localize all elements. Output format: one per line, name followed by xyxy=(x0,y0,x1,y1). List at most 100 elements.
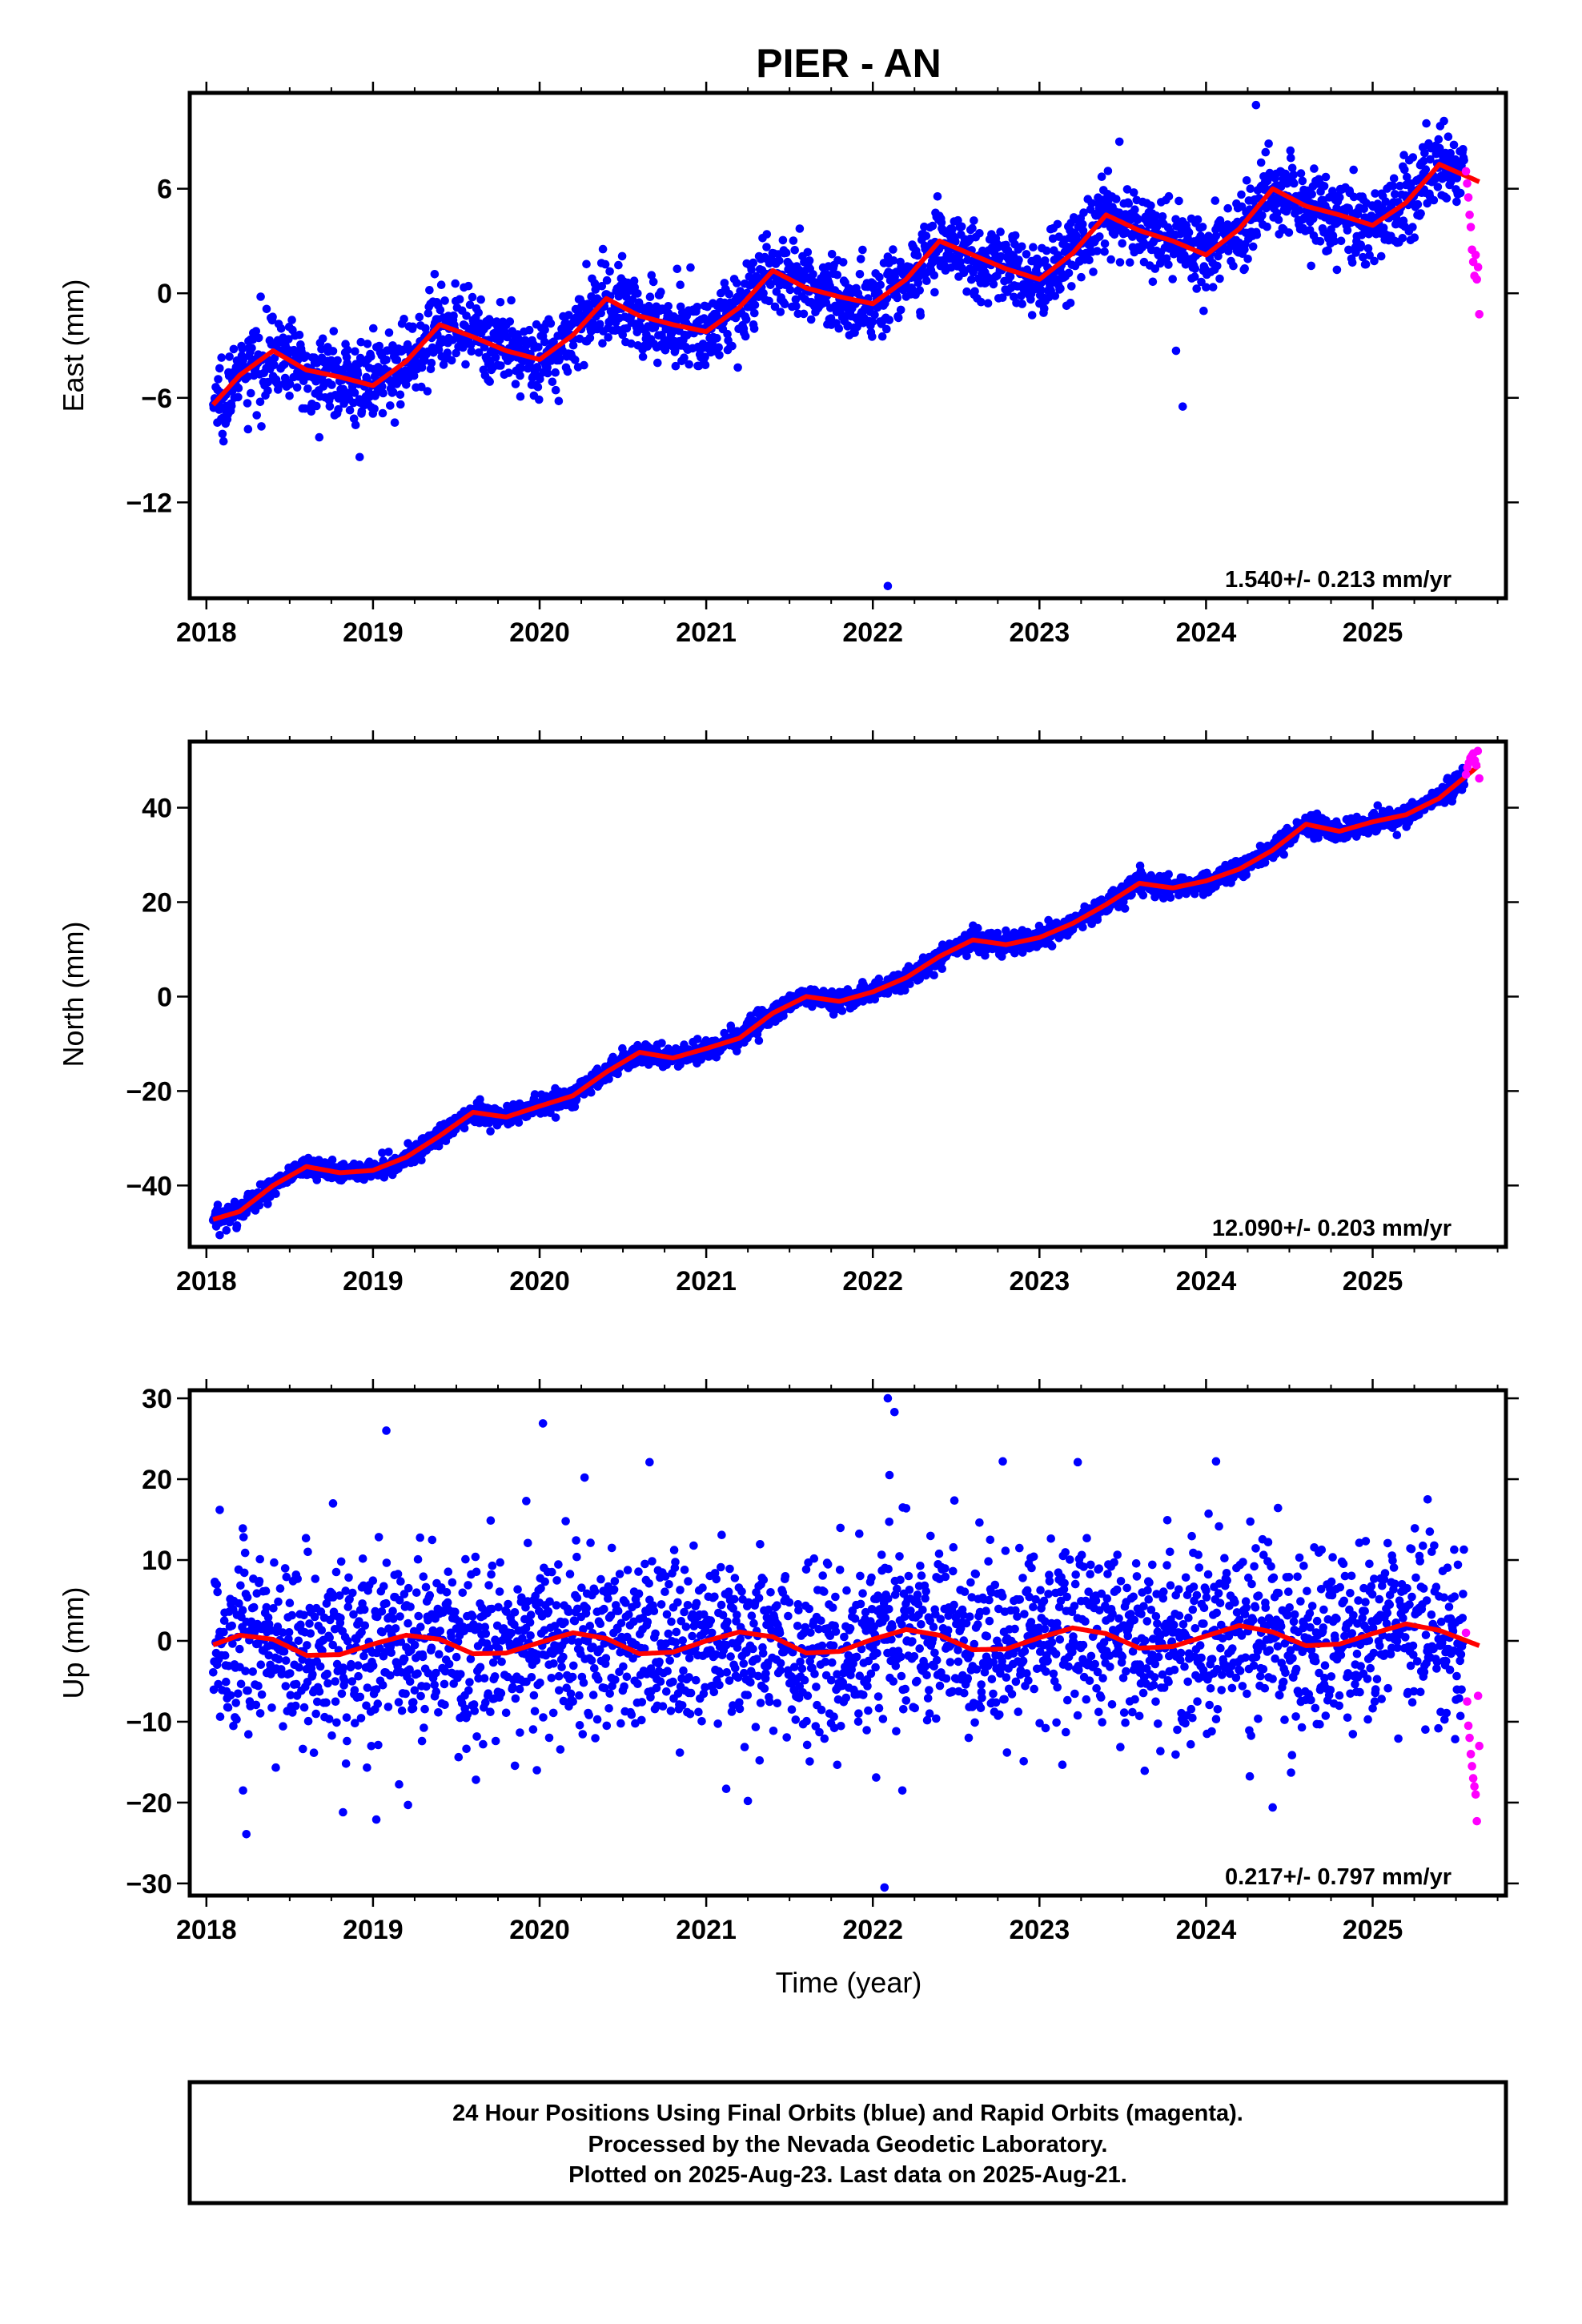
y-axis-label: North (mm) xyxy=(57,922,90,1068)
final-orbit-point xyxy=(1347,258,1357,267)
final-orbit-point xyxy=(741,315,751,324)
final-orbit-point xyxy=(1400,165,1409,175)
final-orbit-point xyxy=(1279,850,1288,859)
final-orbit-point xyxy=(263,1200,272,1208)
final-orbit-point xyxy=(1344,245,1353,255)
x-tick-label: 2022 xyxy=(842,1266,903,1297)
final-orbit-point xyxy=(1246,184,1255,193)
final-orbit-point xyxy=(355,353,365,363)
rate-label: 1.540+/- 0.213 mm/yr xyxy=(1225,567,1452,593)
final-orbit-point xyxy=(780,300,789,309)
final-orbit-point xyxy=(1018,242,1026,251)
final-orbit-point xyxy=(809,270,817,279)
final-orbit-point xyxy=(1191,272,1199,282)
final-orbit-point xyxy=(345,405,355,415)
final-orbit-point xyxy=(1050,292,1060,300)
final-orbit-point xyxy=(1422,119,1431,128)
final-orbit-point xyxy=(285,380,295,389)
final-orbit-point xyxy=(417,1156,426,1164)
y-tick-label: 20 xyxy=(142,888,172,919)
final-orbit-point xyxy=(571,356,580,364)
final-orbit-point xyxy=(762,243,771,251)
final-orbit-point xyxy=(627,339,636,348)
final-orbit-point xyxy=(421,324,430,333)
x-tick-label: 2025 xyxy=(1343,617,1403,648)
final-orbit-point xyxy=(614,260,623,270)
final-orbit-point xyxy=(806,315,816,324)
final-orbit-point xyxy=(1093,915,1102,924)
final-orbit-point xyxy=(676,1060,685,1069)
final-orbit-point xyxy=(217,353,227,362)
final-orbit-point xyxy=(1452,197,1461,207)
final-orbit-point xyxy=(1252,230,1262,239)
x-tick-label: 2021 xyxy=(676,617,737,648)
final-orbit-point xyxy=(353,369,363,379)
final-orbit-point xyxy=(423,387,432,396)
final-orbit-point xyxy=(1077,272,1086,282)
final-orbit-point xyxy=(1040,256,1050,265)
rapid-orbit-point xyxy=(1471,251,1480,259)
final-orbit-point xyxy=(436,305,445,315)
final-orbit-point xyxy=(1148,277,1158,287)
final-orbit-point xyxy=(447,356,456,365)
final-orbit-point xyxy=(318,334,327,344)
final-orbit-point xyxy=(1423,199,1431,208)
final-orbit-point xyxy=(388,388,398,396)
final-orbit-point xyxy=(271,1189,280,1198)
final-orbit-point xyxy=(1284,228,1294,237)
final-orbit-point xyxy=(462,312,471,320)
final-orbit-point xyxy=(570,1102,580,1112)
final-orbit-point xyxy=(1040,304,1049,313)
final-orbit-point xyxy=(596,320,604,329)
final-orbit-point xyxy=(396,400,405,409)
final-orbit-point xyxy=(408,322,417,332)
final-orbit-point xyxy=(1356,240,1366,250)
final-orbit-point xyxy=(838,258,848,267)
final-orbit-point xyxy=(1089,267,1098,276)
final-orbit-point xyxy=(1095,232,1104,241)
rapid-orbit-point xyxy=(1464,193,1473,202)
final-orbit-point xyxy=(1319,182,1329,191)
final-orbit-point xyxy=(262,304,271,314)
final-orbit-point xyxy=(1064,268,1074,278)
final-orbit-point xyxy=(1381,197,1391,206)
final-orbit-point xyxy=(685,360,693,369)
final-orbit-point xyxy=(954,215,962,225)
final-orbit-point xyxy=(238,344,247,353)
final-orbit-point xyxy=(1126,258,1134,267)
x-tick-label: 2021 xyxy=(676,1266,737,1297)
final-orbit-point xyxy=(974,923,982,933)
final-orbit-point xyxy=(970,287,979,296)
final-orbit-point xyxy=(766,280,775,290)
final-orbit-point xyxy=(762,230,772,239)
final-orbit-point xyxy=(1171,215,1180,224)
final-orbit-point xyxy=(417,382,426,392)
y-tick-label: 0 xyxy=(157,279,172,309)
final-orbit-point xyxy=(355,452,364,462)
final-orbit-point xyxy=(1006,272,1015,281)
final-orbit-point xyxy=(781,248,791,258)
final-orbit-point xyxy=(694,361,704,371)
final-orbit-point xyxy=(1018,948,1027,957)
final-orbit-point xyxy=(1133,214,1142,223)
final-orbit-point xyxy=(759,288,768,298)
final-orbit-point xyxy=(733,363,742,372)
final-orbit-point xyxy=(357,407,367,416)
final-orbit-point xyxy=(227,401,236,411)
final-orbit-point xyxy=(956,257,965,267)
y-tick-label: −6 xyxy=(141,384,172,414)
final-orbit-point xyxy=(1343,226,1352,235)
final-orbit-point xyxy=(514,1118,524,1127)
final-orbit-point xyxy=(996,227,1005,236)
final-orbit-point xyxy=(524,325,534,335)
final-orbit-point xyxy=(239,356,248,365)
final-orbit-point xyxy=(1138,891,1148,900)
x-tick-label: 2020 xyxy=(509,617,570,648)
final-orbit-point xyxy=(325,402,335,411)
final-orbit-point xyxy=(901,986,909,995)
final-orbit-point xyxy=(582,259,591,269)
final-orbit-point xyxy=(629,276,639,286)
final-orbit-point xyxy=(327,380,336,389)
final-orbit-point xyxy=(530,1090,540,1099)
final-orbit-point xyxy=(1248,242,1258,251)
